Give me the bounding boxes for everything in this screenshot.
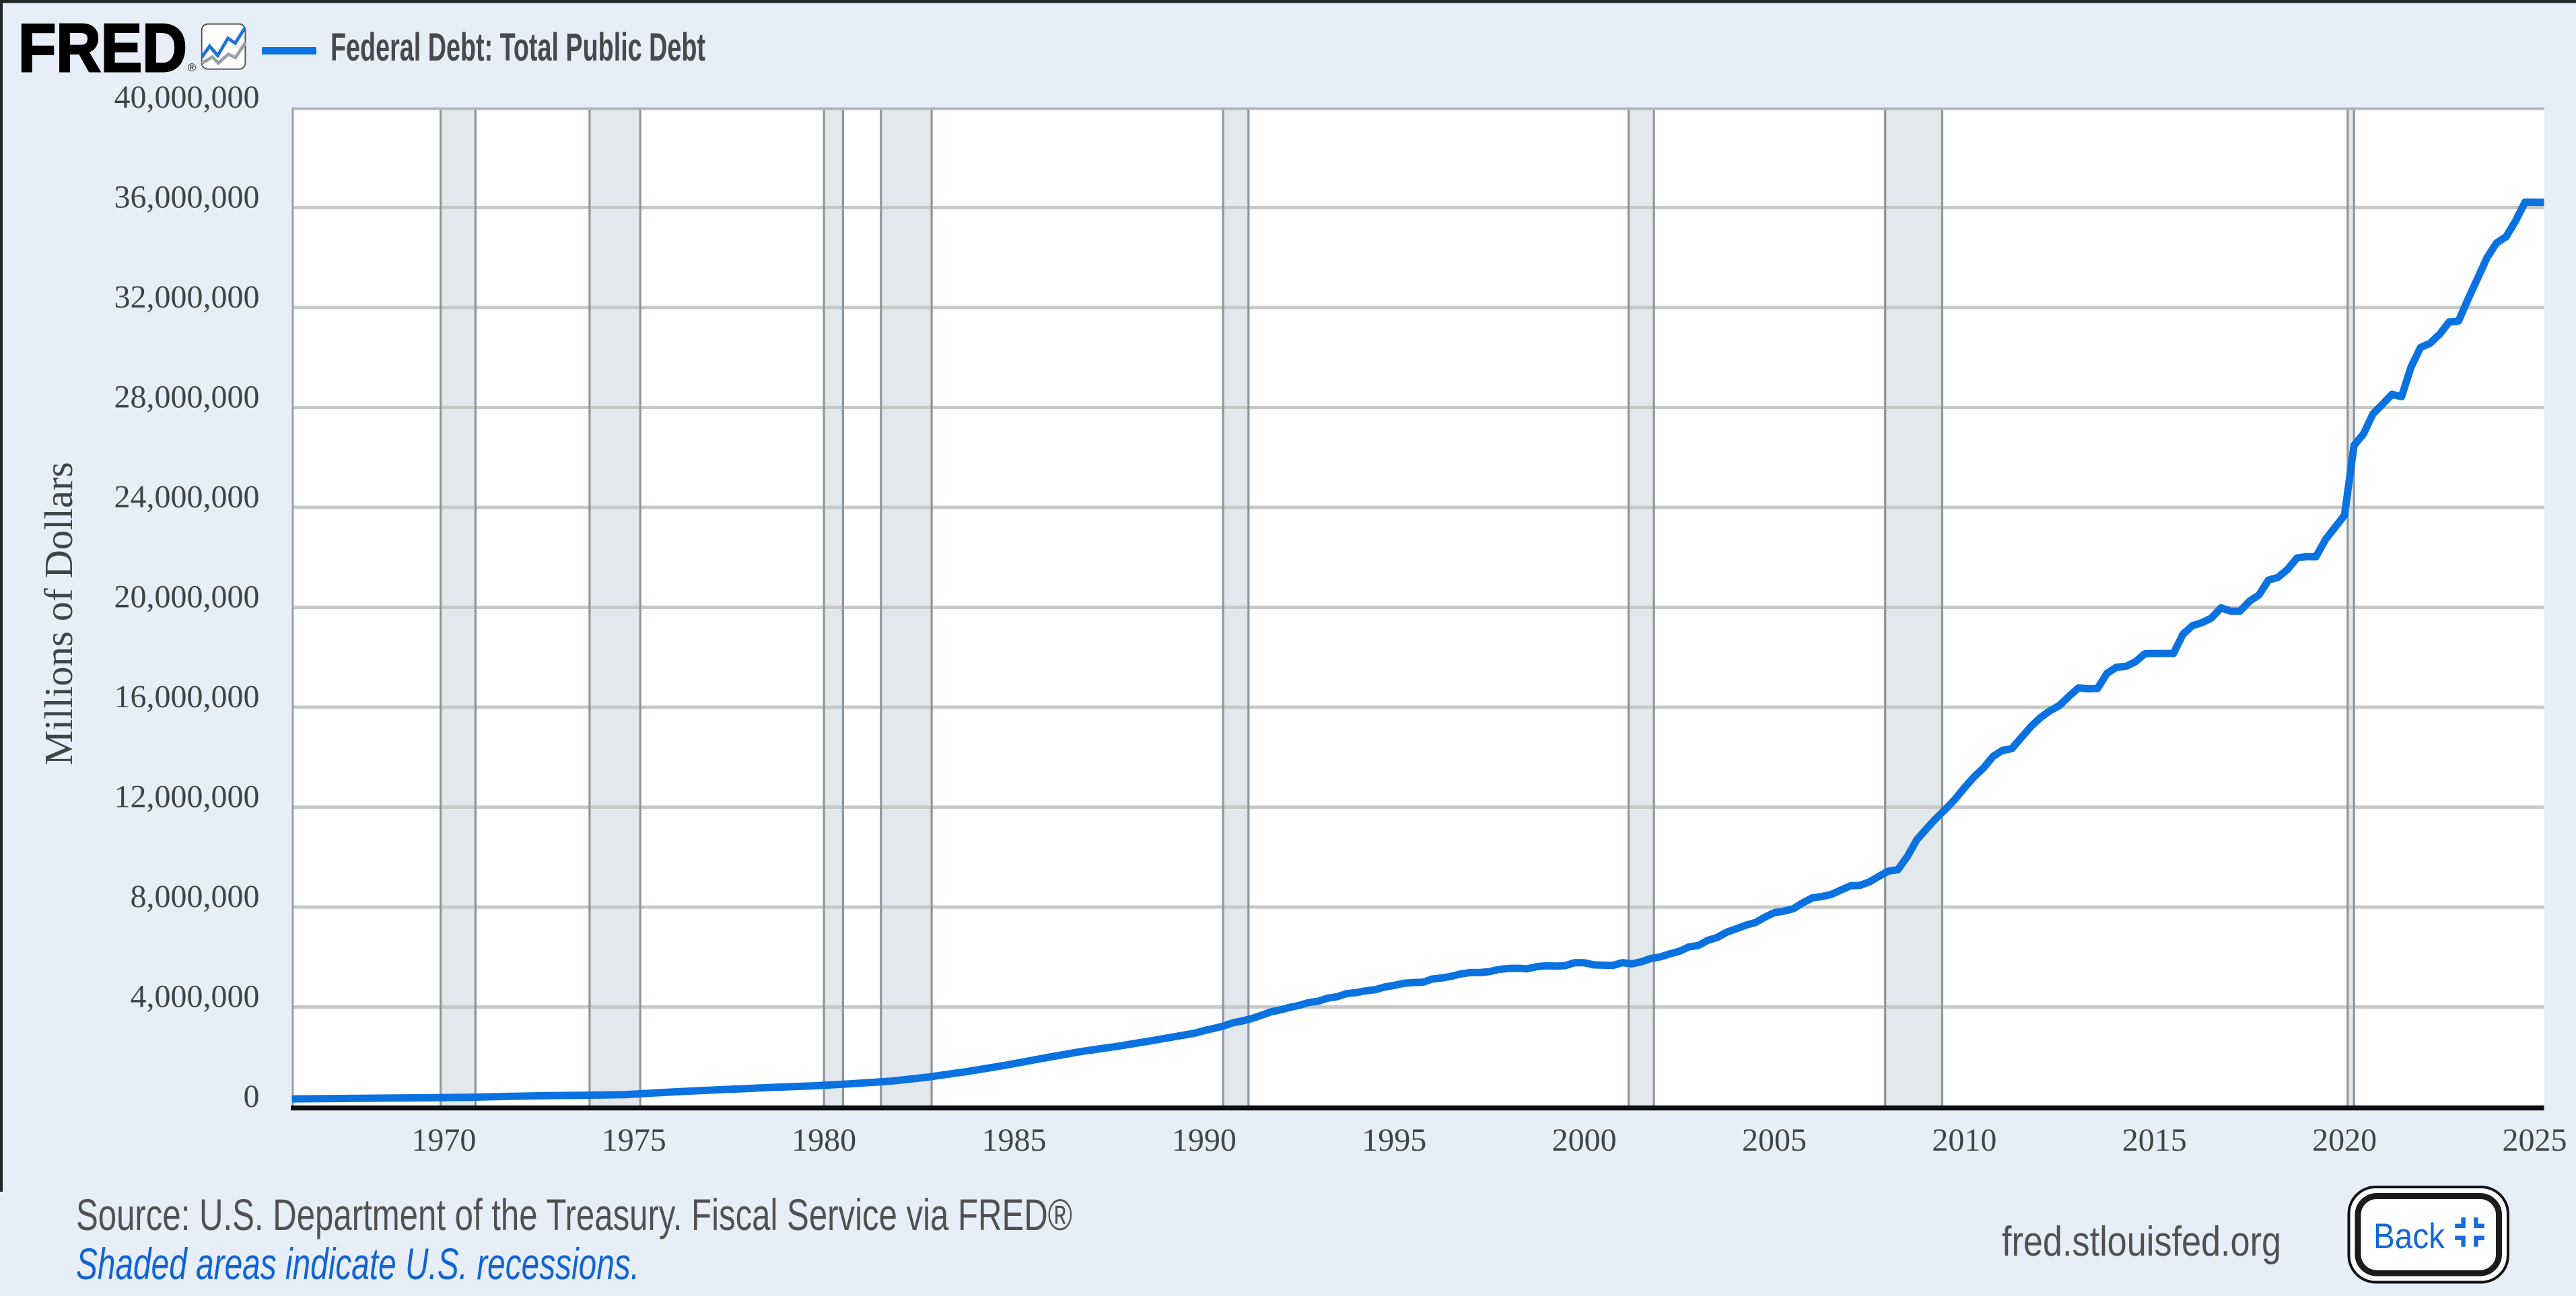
svg-text:2000: 2000 xyxy=(1552,1122,1617,1158)
svg-text:16,000,000: 16,000,000 xyxy=(114,679,260,715)
svg-text:8,000,000: 8,000,000 xyxy=(131,879,260,914)
svg-text:Back: Back xyxy=(2373,1217,2445,1256)
svg-text:Federal Debt: Total Public Deb: Federal Debt: Total Public Debt xyxy=(330,26,705,69)
svg-text:4,000,000: 4,000,000 xyxy=(131,979,260,1015)
svg-text:1975: 1975 xyxy=(602,1122,666,1158)
svg-text:2005: 2005 xyxy=(1742,1122,1807,1158)
svg-text:28,000,000: 28,000,000 xyxy=(114,380,260,415)
svg-text:1985: 1985 xyxy=(982,1122,1047,1158)
svg-text:®: ® xyxy=(188,61,197,74)
svg-text:fred.stlouisfed.org: fred.stlouisfed.org xyxy=(2002,1219,2281,1265)
svg-text:1980: 1980 xyxy=(792,1122,856,1158)
svg-text:1990: 1990 xyxy=(1172,1122,1237,1158)
svg-text:2025: 2025 xyxy=(2503,1122,2567,1158)
svg-text:36,000,000: 36,000,000 xyxy=(114,180,260,215)
svg-text:Shaded areas indicate U.S. rec: Shaded areas indicate U.S. recessions. xyxy=(76,1239,639,1289)
svg-text:24,000,000: 24,000,000 xyxy=(114,479,260,515)
svg-text:2010: 2010 xyxy=(1932,1122,1996,1158)
svg-text:1970: 1970 xyxy=(411,1122,476,1158)
svg-text:20,000,000: 20,000,000 xyxy=(114,579,260,615)
svg-text:12,000,000: 12,000,000 xyxy=(114,779,260,815)
svg-text:2020: 2020 xyxy=(2312,1122,2377,1158)
svg-text:1995: 1995 xyxy=(1362,1122,1426,1158)
svg-text:2015: 2015 xyxy=(2122,1122,2187,1158)
svg-text:0: 0 xyxy=(244,1079,260,1114)
svg-text:Source: U.S. Department of the: Source: U.S. Department of the Treasury.… xyxy=(76,1190,1072,1239)
svg-text:Millions of Dollars: Millions of Dollars xyxy=(36,462,81,766)
svg-text:FRED: FRED xyxy=(18,11,187,86)
svg-text:32,000,000: 32,000,000 xyxy=(114,279,260,315)
svg-text:40,000,000: 40,000,000 xyxy=(114,79,260,115)
